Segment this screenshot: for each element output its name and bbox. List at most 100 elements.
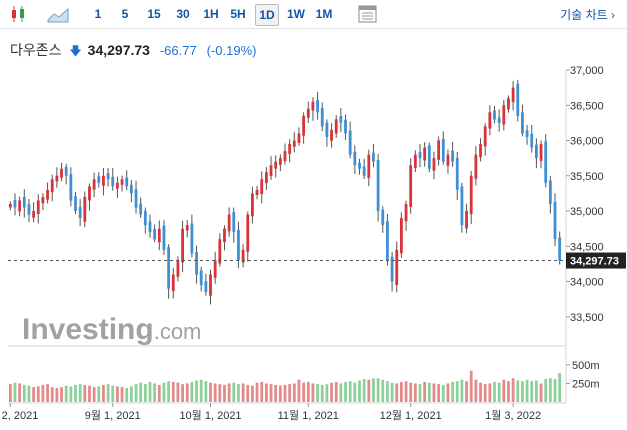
volume-bar — [488, 383, 492, 402]
candle — [367, 149, 371, 187]
candle — [199, 266, 203, 292]
candle — [344, 114, 347, 140]
volume-bar — [41, 384, 45, 402]
interval-5[interactable]: 5 — [121, 7, 129, 21]
price-tick-label: 35,500 — [570, 171, 604, 183]
candle-body — [521, 112, 524, 134]
candle — [195, 245, 198, 284]
volume-bar — [13, 382, 17, 402]
candle-body — [372, 152, 375, 162]
volume-bar — [413, 383, 417, 402]
volume-bar — [157, 384, 161, 402]
candle-body — [36, 200, 40, 214]
price-tick-label: 36,000 — [570, 136, 604, 148]
volume-tick-label: 500m — [572, 360, 600, 372]
candle-body — [41, 196, 45, 204]
candle-body — [488, 112, 492, 129]
candle-body — [395, 249, 399, 286]
candle-body — [153, 228, 157, 240]
candle — [92, 172, 96, 198]
tech-chart-link[interactable]: 기술 차트 › — [560, 8, 615, 22]
volume-bar — [362, 378, 366, 402]
candle-body — [223, 228, 226, 243]
price-tick-label: 34,000 — [570, 277, 604, 289]
candle-body — [409, 165, 413, 207]
volume-bar — [251, 385, 254, 402]
volume-bar — [288, 384, 292, 402]
candle — [116, 176, 119, 198]
volume-bar — [153, 383, 157, 402]
volume-bar — [190, 381, 194, 402]
volume-bar — [469, 370, 473, 402]
candle — [78, 199, 82, 227]
area-chart-icon[interactable] — [46, 4, 70, 24]
volume-bar — [102, 384, 105, 402]
candle-body — [162, 225, 166, 250]
volume-bar — [530, 381, 534, 402]
candle-body — [474, 154, 478, 179]
volume-bar — [27, 385, 31, 402]
volume-bar — [78, 384, 82, 402]
price-tick-label: 37,000 — [570, 65, 604, 77]
interval-1[interactable]: 1 — [94, 7, 102, 21]
candle-body — [451, 150, 454, 162]
candle-body — [553, 201, 557, 240]
candle-body — [548, 180, 552, 204]
interval-1d[interactable]: 1D — [255, 4, 279, 26]
candle-body — [358, 162, 361, 169]
candle-body — [418, 152, 422, 159]
candle — [143, 207, 147, 234]
interval-15[interactable]: 15 — [147, 7, 161, 21]
candle — [534, 138, 538, 169]
volume-bar — [311, 383, 315, 402]
candle-body — [69, 174, 73, 201]
candlestick-icon[interactable] — [8, 4, 32, 24]
interval-1m[interactable]: 1M — [315, 7, 333, 21]
candle-body — [27, 204, 31, 215]
candle-body — [525, 130, 529, 137]
volume-bar — [181, 384, 184, 402]
volume-bar — [511, 378, 515, 402]
time-tick-label: 1월 3, 2022 — [485, 409, 541, 422]
candle-body — [367, 154, 371, 178]
table-icon[interactable] — [356, 4, 380, 24]
candle-body — [316, 100, 319, 113]
candle-body — [167, 247, 171, 289]
candle-body — [362, 166, 366, 176]
candle-body — [399, 218, 403, 254]
volume-bar — [69, 386, 73, 402]
candle — [237, 221, 240, 269]
volume-bar — [455, 381, 459, 402]
candle-body — [241, 249, 245, 263]
candle-body — [218, 239, 222, 264]
candle — [441, 131, 445, 165]
volume-bar — [264, 383, 268, 402]
volume-bar — [325, 384, 329, 402]
candle — [292, 131, 296, 153]
candle-body — [497, 117, 501, 123]
watermark-logo: Investing.com — [22, 313, 201, 346]
volume-bar — [404, 381, 408, 402]
candle-body — [134, 189, 138, 208]
candle — [274, 155, 278, 178]
candle-body — [111, 176, 115, 187]
interval-1w[interactable]: 1W — [287, 7, 305, 21]
interval-30[interactable]: 30 — [176, 7, 190, 21]
candle — [381, 206, 385, 233]
candle — [516, 79, 520, 122]
candle — [399, 212, 403, 258]
volume-bar — [548, 378, 552, 402]
candle-body — [255, 189, 259, 195]
interval-1h[interactable]: 1H — [203, 7, 219, 21]
volume-bars — [8, 370, 562, 402]
interval-5h[interactable]: 5H — [230, 7, 246, 21]
volume-bar — [260, 381, 264, 402]
volume-bar — [423, 381, 427, 402]
candle — [283, 143, 287, 165]
candle — [278, 154, 282, 172]
candle — [157, 220, 161, 251]
candle-body — [306, 108, 310, 118]
candle — [190, 214, 194, 258]
candle — [264, 166, 268, 190]
